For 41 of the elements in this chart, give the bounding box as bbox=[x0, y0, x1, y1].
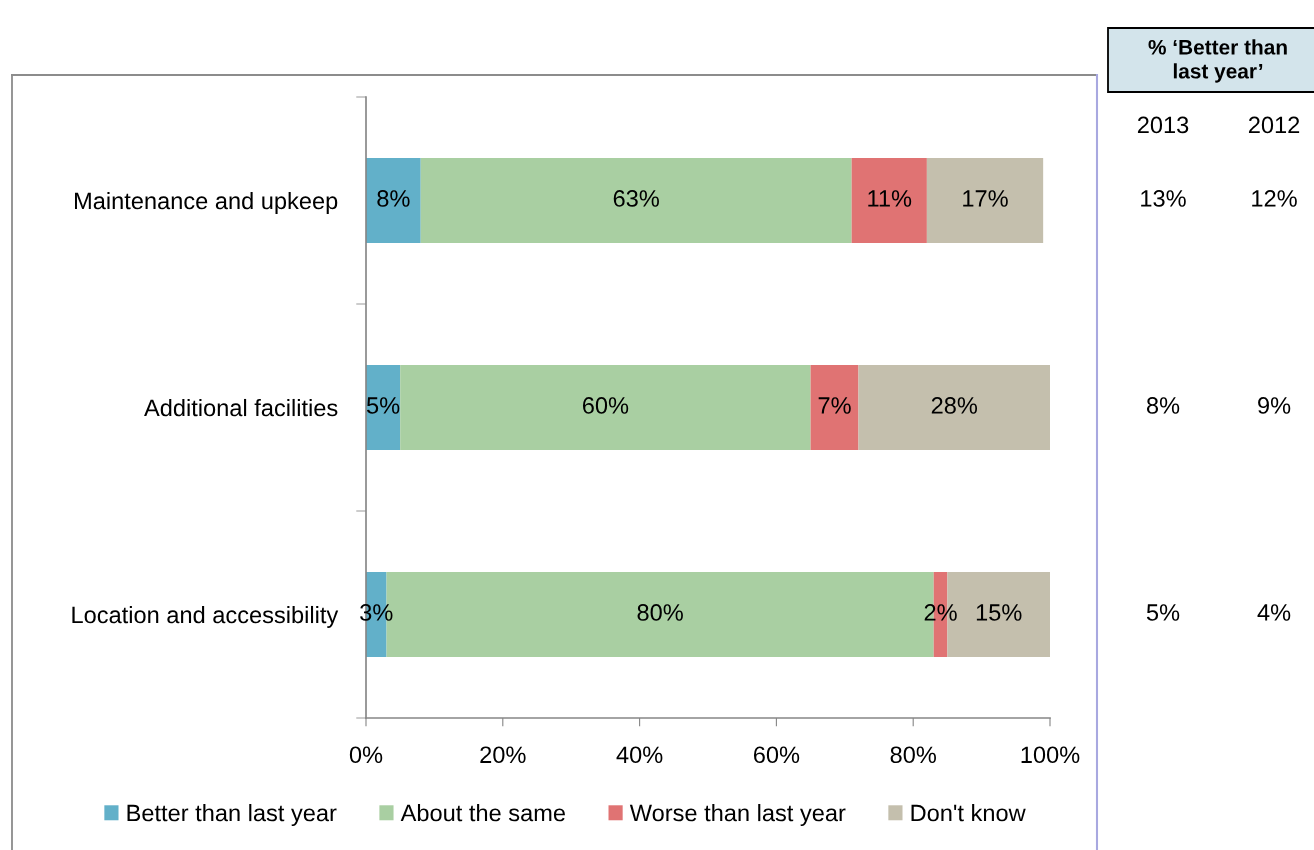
bar bbox=[851, 158, 927, 243]
data-label: 8% bbox=[377, 190, 410, 207]
text: 8% bbox=[1146, 397, 1180, 414]
data-label: 5% bbox=[366, 397, 400, 414]
bar bbox=[366, 158, 421, 243]
y-tick-label: Maintenance and upkeep bbox=[75, 191, 338, 214]
data-label: 11% bbox=[868, 190, 912, 207]
text: 13% bbox=[1141, 190, 1186, 207]
x-tick-label: 0% bbox=[349, 746, 383, 764]
x-tick-label: 60% bbox=[753, 746, 800, 764]
x-tick-label: 100% bbox=[1021, 746, 1080, 764]
data-label: 63% bbox=[613, 190, 659, 207]
legend-label: About the same bbox=[400, 803, 565, 822]
bar bbox=[400, 365, 811, 450]
text: 5% bbox=[1146, 604, 1180, 621]
y-tick-label: Additional facilities bbox=[144, 398, 338, 417]
data-label: 17% bbox=[963, 190, 1008, 207]
bar bbox=[420, 158, 852, 243]
data-label: 28% bbox=[931, 397, 978, 414]
text: 12% bbox=[1252, 190, 1297, 207]
data-label: 80% bbox=[637, 604, 683, 621]
x-tick-label: 40% bbox=[616, 746, 663, 764]
bar bbox=[926, 158, 1044, 243]
x-tick-label: 20% bbox=[480, 746, 526, 764]
data-label: 15% bbox=[976, 604, 1022, 621]
text: 4% bbox=[1257, 604, 1291, 621]
legend-label: Worse than last year bbox=[629, 803, 846, 827]
bar bbox=[810, 365, 859, 450]
text: 9% bbox=[1258, 397, 1291, 414]
y-tick-label: Location and accessibility bbox=[72, 605, 339, 628]
legend-label: Don't know bbox=[911, 803, 1026, 822]
data-label: 2% bbox=[924, 604, 957, 621]
text: % ‘Better than last year’ bbox=[1148, 39, 1287, 83]
text: 2012 bbox=[1248, 116, 1300, 134]
data-label: 7% bbox=[818, 397, 851, 414]
bar bbox=[366, 365, 401, 450]
text: 2013 bbox=[1137, 116, 1189, 134]
bar bbox=[858, 365, 1050, 450]
legend-label: Better than last year bbox=[127, 803, 337, 827]
x-tick-label: 80% bbox=[890, 746, 936, 764]
data-label: 60% bbox=[582, 397, 629, 414]
